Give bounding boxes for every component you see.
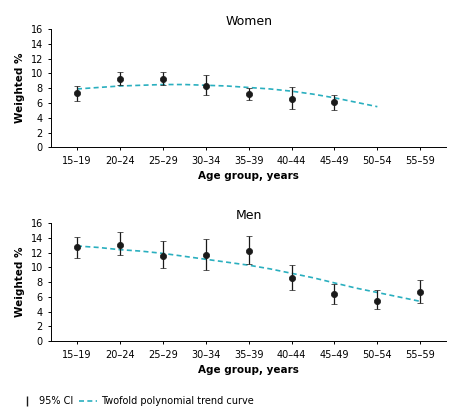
X-axis label: Age group, years: Age group, years: [198, 365, 299, 375]
Y-axis label: Weighted %: Weighted %: [15, 247, 25, 317]
Title: Men: Men: [236, 209, 262, 222]
Legend: 95% CI, Twofold polynomial trend curve: 95% CI, Twofold polynomial trend curve: [14, 392, 258, 410]
Y-axis label: Weighted %: Weighted %: [15, 53, 25, 124]
Title: Women: Women: [225, 15, 272, 28]
X-axis label: Age group, years: Age group, years: [198, 171, 299, 181]
